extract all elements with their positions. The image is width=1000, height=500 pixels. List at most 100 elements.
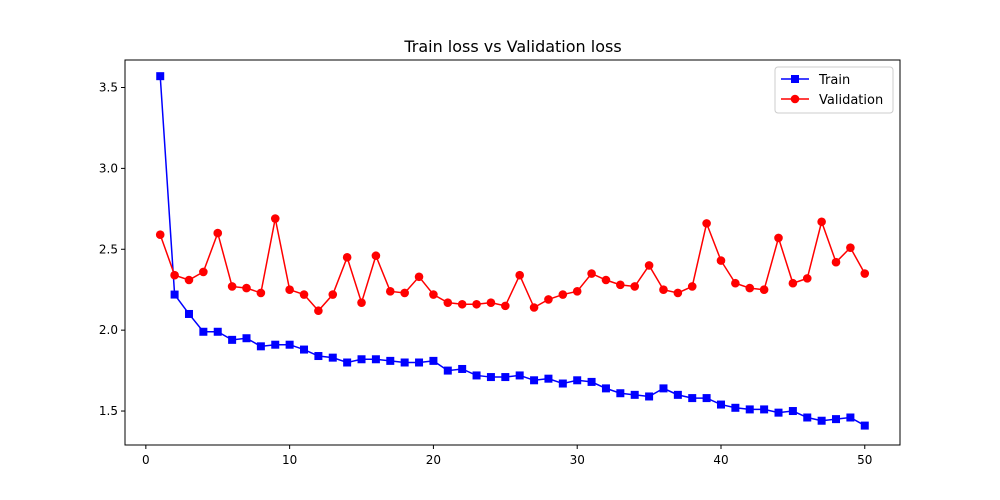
train-point bbox=[156, 72, 165, 81]
validation-point bbox=[802, 274, 812, 283]
validation-point bbox=[184, 275, 194, 285]
train-point bbox=[285, 340, 294, 349]
legend-item-validation: Validation bbox=[781, 93, 883, 108]
validation-point bbox=[601, 275, 611, 285]
validation-point bbox=[731, 278, 740, 288]
validation-point bbox=[486, 298, 496, 307]
x-tick-label: 30 bbox=[570, 453, 585, 467]
validation-series bbox=[155, 214, 870, 316]
train-point bbox=[587, 377, 596, 386]
validation-point bbox=[242, 283, 251, 293]
train-point bbox=[817, 416, 826, 425]
train-point bbox=[443, 366, 452, 375]
x-tick-label: 40 bbox=[713, 453, 728, 467]
train-point bbox=[256, 342, 265, 351]
y-tick-label: 3.0 bbox=[99, 161, 118, 175]
validation-point bbox=[673, 288, 683, 298]
train-point bbox=[343, 358, 352, 367]
train-point bbox=[228, 335, 237, 344]
train-point bbox=[386, 356, 395, 365]
train-point bbox=[573, 376, 582, 385]
validation-point bbox=[846, 243, 855, 252]
train-point bbox=[530, 376, 539, 385]
x-tick-label: 20 bbox=[426, 453, 441, 467]
train-point bbox=[630, 390, 639, 399]
x-tick-label: 0 bbox=[142, 453, 150, 467]
validation-point bbox=[788, 278, 798, 288]
validation-point bbox=[687, 282, 697, 291]
validation-point bbox=[544, 295, 553, 304]
legend-label: Validation bbox=[819, 93, 883, 108]
train-point bbox=[184, 309, 193, 318]
validation-point bbox=[371, 251, 381, 261]
validation-point bbox=[472, 299, 481, 309]
train-point bbox=[472, 371, 481, 380]
legend: Train Validation bbox=[774, 66, 894, 114]
validation-point bbox=[515, 270, 524, 280]
validation-point bbox=[342, 253, 352, 262]
train-point bbox=[429, 356, 438, 365]
validation-point bbox=[170, 270, 179, 280]
y-tick-label: 2.5 bbox=[99, 242, 118, 256]
train-point bbox=[458, 364, 467, 373]
validation-point bbox=[716, 256, 726, 265]
validation-point bbox=[860, 269, 870, 278]
validation-point bbox=[328, 290, 338, 299]
validation-point bbox=[745, 283, 755, 293]
y-tick-label: 3.5 bbox=[99, 81, 118, 95]
train-point bbox=[760, 405, 769, 414]
train-point bbox=[271, 340, 280, 349]
train-series bbox=[156, 72, 869, 430]
legend-label: Train bbox=[818, 73, 850, 88]
validation-point bbox=[414, 272, 424, 282]
train-point bbox=[860, 421, 869, 430]
validation-point bbox=[443, 298, 453, 307]
y-axis: 1.5 2.0 2.5 3.0 3.5 bbox=[99, 81, 125, 418]
train-point bbox=[242, 334, 251, 343]
legend-swatch-marker bbox=[790, 94, 800, 104]
train-point bbox=[688, 394, 697, 403]
validation-point bbox=[199, 267, 208, 277]
train-point bbox=[486, 373, 495, 382]
train-point bbox=[846, 413, 855, 422]
train-point bbox=[745, 405, 754, 414]
x-tick-label: 10 bbox=[282, 453, 297, 467]
train-point bbox=[357, 355, 366, 364]
validation-point bbox=[385, 287, 395, 296]
train-point bbox=[616, 389, 625, 398]
validation-point bbox=[299, 290, 309, 299]
validation-point bbox=[630, 282, 640, 291]
validation-point bbox=[558, 290, 568, 299]
validation-point bbox=[817, 217, 826, 227]
validation-point bbox=[227, 282, 237, 291]
train-point bbox=[832, 415, 841, 424]
train-point bbox=[415, 358, 424, 367]
legend-swatch-marker bbox=[791, 75, 799, 83]
train-point bbox=[788, 407, 797, 416]
validation-point bbox=[429, 290, 438, 299]
validation-point bbox=[457, 299, 467, 309]
validation-point bbox=[314, 306, 323, 316]
train-point bbox=[774, 408, 783, 417]
train-point bbox=[400, 358, 409, 367]
x-axis: 0 10 20 30 40 50 bbox=[142, 445, 872, 467]
validation-point bbox=[357, 298, 366, 307]
validation-point bbox=[400, 288, 409, 298]
validation-point bbox=[774, 233, 783, 243]
validation-point bbox=[155, 230, 165, 240]
validation-point bbox=[831, 257, 841, 267]
train-point bbox=[716, 400, 725, 409]
train-point bbox=[213, 327, 222, 336]
train-point bbox=[803, 413, 812, 422]
train-point bbox=[501, 373, 510, 382]
train-point bbox=[673, 390, 682, 399]
validation-point bbox=[702, 219, 711, 228]
train-point bbox=[314, 352, 323, 361]
train-point bbox=[170, 290, 179, 299]
train-point bbox=[702, 394, 711, 403]
validation-point bbox=[616, 280, 625, 290]
train-point bbox=[300, 345, 309, 354]
validation-point bbox=[587, 269, 596, 278]
train-point bbox=[544, 374, 553, 383]
